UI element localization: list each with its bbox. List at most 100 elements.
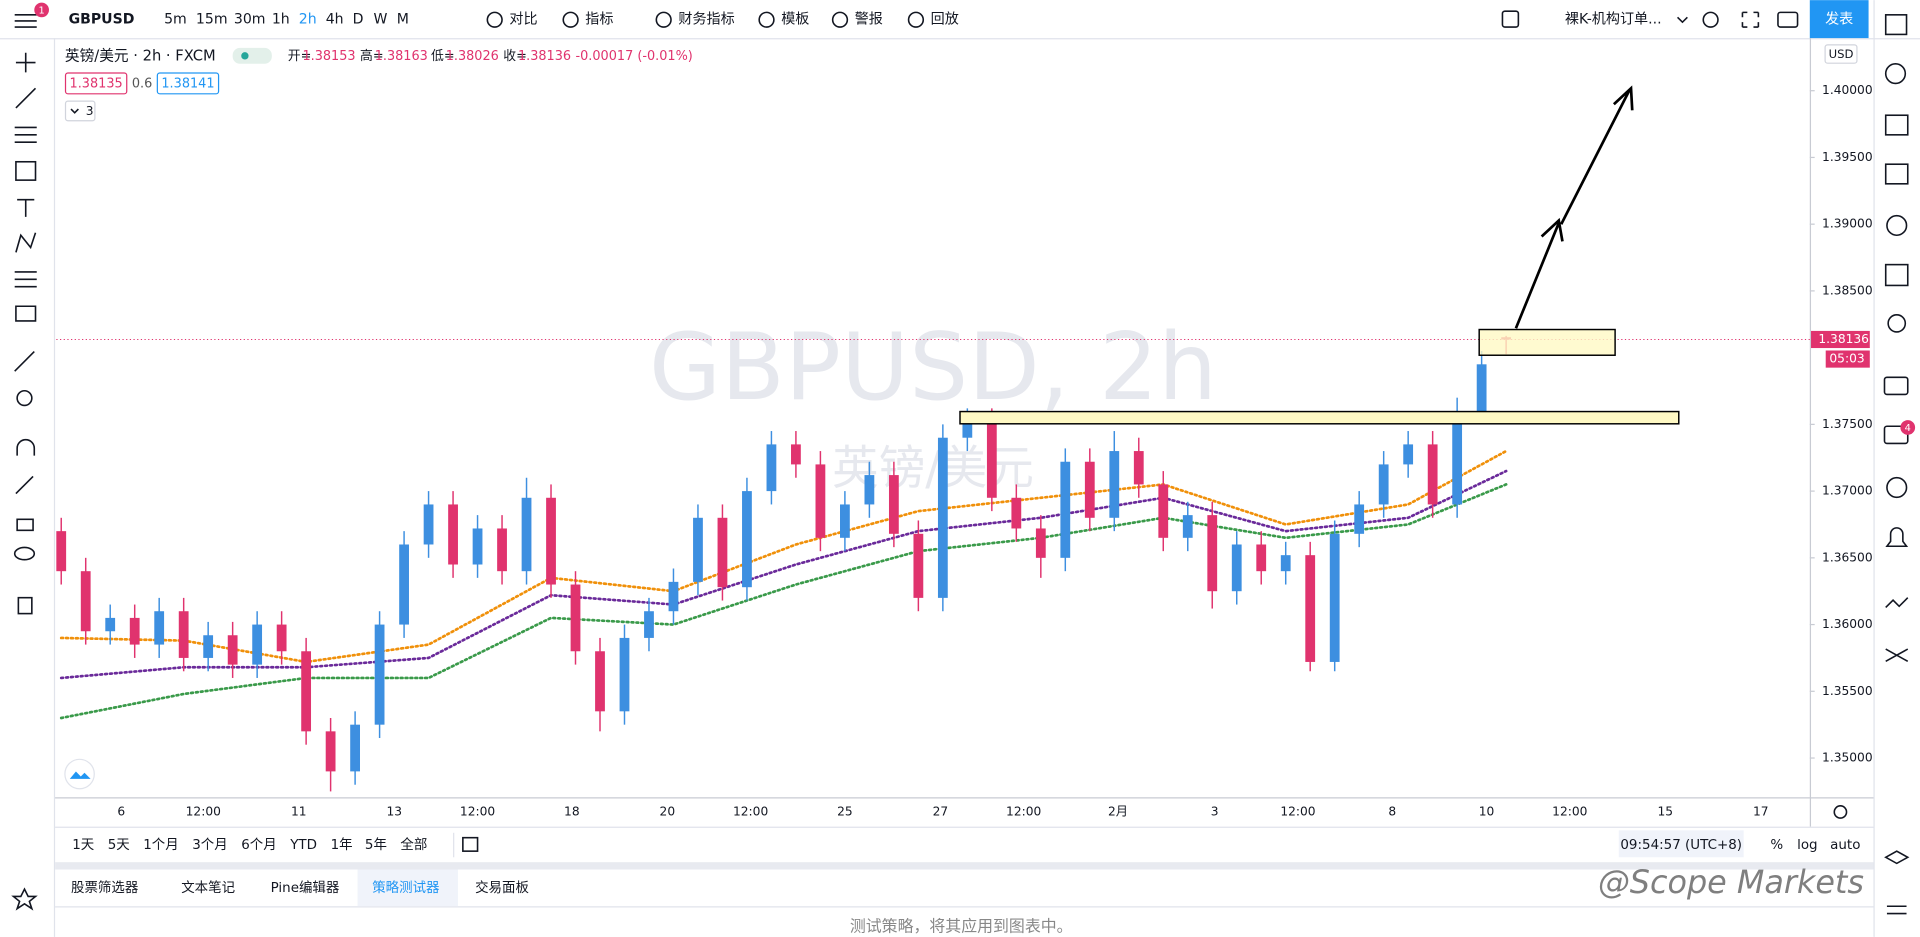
range-button[interactable]: 5年	[365, 837, 387, 853]
candle-body	[1256, 544, 1267, 572]
ask-box[interactable]	[156, 72, 220, 95]
y-tick-label: 1.35000	[1822, 751, 1873, 765]
fullscreen-icon[interactable]	[1741, 11, 1760, 28]
interval[interactable]: 5m	[164, 12, 187, 28]
interval[interactable]: M	[397, 12, 409, 28]
interval[interactable]: W	[373, 12, 387, 28]
measure-tool[interactable]	[14, 350, 35, 372]
indicators-toggle[interactable]	[64, 100, 96, 122]
percent-toggle[interactable]: %	[1770, 838, 1783, 853]
interval[interactable]: D	[353, 12, 364, 28]
panel-tab[interactable]: 股票筛选器	[71, 880, 139, 896]
range-button[interactable]: 1天	[72, 838, 94, 853]
interval[interactable]: 15m	[196, 12, 228, 28]
streams-icon[interactable]	[1886, 476, 1908, 499]
dom-icon[interactable]	[1885, 648, 1909, 663]
watermark-symbol: GBPUSD, 2h	[649, 313, 1217, 421]
x-tick-label: 3	[1211, 804, 1219, 818]
settings-icon[interactable]	[1702, 11, 1719, 28]
lock-tool[interactable]	[16, 518, 34, 532]
pattern-tool[interactable]	[15, 232, 37, 253]
log-toggle[interactable]: log	[1797, 838, 1818, 853]
screenshot-icon[interactable]	[1777, 11, 1799, 28]
dropdown-icon[interactable]	[1676, 16, 1688, 24]
interval[interactable]: 1h	[272, 12, 290, 28]
ohlc-label: 高=	[360, 48, 384, 64]
candle-body	[325, 731, 336, 772]
candle-body	[1133, 451, 1144, 485]
panel-tab[interactable]: 交易面板	[475, 879, 529, 896]
chats-icon[interactable]	[1883, 376, 1909, 396]
data-window-icon[interactable]	[1884, 163, 1909, 185]
auto-toggle[interactable]: auto	[1830, 838, 1860, 853]
crosshair-tool[interactable]	[15, 52, 36, 73]
layers-icon[interactable]	[1884, 850, 1910, 865]
toolbar-button[interactable]: 指标	[585, 12, 613, 28]
watchlist-icon[interactable]	[1884, 14, 1908, 36]
candle-body	[80, 571, 91, 632]
y-tick-label: 1.40000	[1822, 83, 1873, 97]
layout-name[interactable]: 裸K-机构订单...	[1565, 12, 1662, 28]
candle-body	[129, 617, 140, 645]
zone-rectangle[interactable]	[959, 410, 1680, 425]
panel-tabs: 股票筛选器 文本笔记 Pine编辑器 策略测试器 交易面板	[71, 869, 529, 907]
trading-icon[interactable]	[1885, 597, 1909, 609]
zoom-tool[interactable]	[16, 389, 33, 407]
symbol[interactable]: GBPUSD	[69, 12, 135, 28]
y-tick-label: 1.39000	[1822, 217, 1873, 231]
range-button[interactable]: 1个月	[143, 837, 178, 853]
publish-button[interactable]	[1809, 0, 1869, 39]
panel-tab[interactable]: 策略测试器	[372, 879, 440, 896]
range-button[interactable]: 3个月	[192, 837, 227, 853]
candle-body	[252, 624, 263, 665]
zone-rectangle[interactable]	[1478, 328, 1616, 356]
remove-tool[interactable]	[17, 596, 33, 615]
menu-button[interactable]: 1	[14, 2, 49, 28]
icon-tool[interactable]	[15, 305, 37, 322]
axis-settings[interactable]	[1833, 805, 1848, 819]
candle-body	[350, 724, 360, 772]
interval[interactable]: 2h	[299, 12, 317, 28]
candle-body	[105, 617, 116, 632]
notifications-icon[interactable]	[1885, 527, 1909, 548]
logo[interactable]	[64, 758, 95, 790]
range-button[interactable]: 1年	[331, 837, 353, 853]
candle-body	[619, 637, 630, 712]
news-icon[interactable]	[1884, 114, 1909, 136]
prediction-tool[interactable]	[14, 271, 37, 288]
drawing-mode-tool[interactable]	[15, 475, 34, 495]
magnet-tool[interactable]	[16, 438, 36, 456]
watchlist-star[interactable]	[11, 887, 38, 911]
range-button[interactable]: 5天	[108, 838, 130, 853]
alerts-icon[interactable]	[1884, 63, 1907, 85]
visibility-tool[interactable]	[13, 546, 36, 561]
ideas-icon[interactable]	[1887, 314, 1907, 333]
x-tick-label: 12:00	[1552, 804, 1587, 818]
help-icon[interactable]	[1886, 905, 1907, 915]
toolbar-button[interactable]: 警报	[855, 12, 883, 28]
toolbar-button[interactable]: 财务指标	[678, 12, 734, 28]
text-tool[interactable]	[17, 198, 35, 217]
hotlist-icon[interactable]	[1886, 214, 1908, 237]
fib-tool[interactable]	[14, 126, 37, 143]
interval[interactable]: 4h	[326, 12, 344, 28]
goto-date-icon[interactable]	[462, 836, 479, 852]
toolbar-button[interactable]: 对比	[509, 12, 537, 28]
range-button[interactable]: YTD	[289, 838, 317, 853]
bid-box[interactable]	[64, 72, 128, 95]
panel-tab[interactable]: Pine编辑器	[271, 880, 340, 896]
projection-arrow[interactable]	[1514, 85, 1634, 329]
toolbar-button[interactable]: 模板	[781, 12, 809, 28]
candle-body	[521, 497, 532, 572]
shape-tool[interactable]	[15, 160, 37, 181]
badge-count: 1	[39, 6, 45, 17]
panel-tab[interactable]: 文本笔记	[181, 880, 235, 896]
range-button[interactable]: 全部	[400, 836, 427, 853]
interval[interactable]: 30m	[234, 12, 266, 28]
candle-body	[717, 517, 728, 588]
trendline-tool[interactable]	[15, 87, 37, 109]
toolbar-button[interactable]: 回放	[931, 12, 959, 28]
range-button[interactable]: 6个月	[241, 837, 276, 853]
calendar-icon[interactable]	[1884, 263, 1909, 287]
checkbox-icon[interactable]	[1501, 10, 1520, 28]
